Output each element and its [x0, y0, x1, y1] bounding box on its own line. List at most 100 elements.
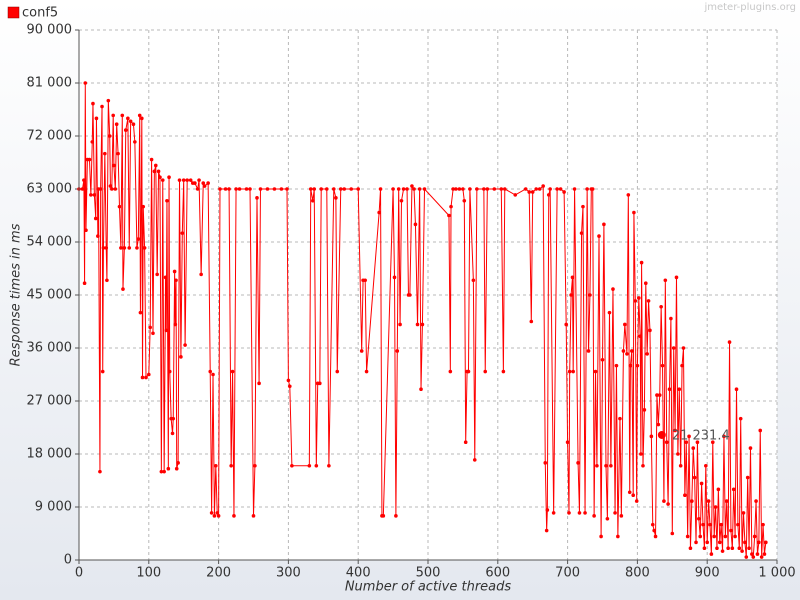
data-point — [698, 534, 703, 539]
data-point — [114, 122, 119, 127]
data-point — [237, 187, 242, 191]
data-point — [635, 363, 640, 368]
data-point — [117, 204, 122, 209]
data-point — [646, 299, 651, 303]
data-point — [160, 178, 165, 182]
data-point — [113, 187, 118, 191]
data-point — [691, 446, 696, 450]
data-point — [415, 322, 420, 327]
x-tick-label: 500 — [416, 566, 441, 581]
data-point — [719, 522, 723, 527]
data-point — [167, 369, 172, 374]
data-point — [405, 187, 409, 191]
data-point — [666, 502, 670, 506]
data-point — [669, 316, 673, 321]
data-point — [82, 281, 87, 286]
data-point — [485, 187, 490, 191]
data-point — [720, 549, 725, 553]
data-point — [399, 198, 404, 203]
data-point — [548, 187, 552, 191]
data-point — [331, 187, 336, 191]
data-point — [462, 198, 467, 203]
data-point — [185, 178, 189, 182]
data-point — [759, 555, 764, 559]
data-point — [107, 134, 112, 138]
data-point — [724, 499, 729, 503]
y-tick-label: 0 — [64, 553, 72, 568]
data-point — [546, 193, 551, 197]
data-point — [137, 113, 142, 118]
data-point — [687, 434, 691, 439]
data-point — [165, 198, 169, 203]
data-point — [251, 514, 256, 518]
data-point — [662, 499, 666, 503]
data-point — [417, 187, 422, 191]
data-point — [747, 546, 751, 551]
data-point — [141, 204, 146, 209]
data-point — [544, 528, 549, 533]
data-point — [741, 511, 746, 515]
data-point — [751, 555, 756, 559]
data-point — [657, 393, 662, 397]
data-point — [744, 555, 749, 559]
data-point — [272, 187, 277, 191]
data-point — [599, 534, 603, 539]
data-point — [754, 499, 758, 503]
data-point — [743, 540, 747, 545]
data-point — [605, 516, 610, 521]
data-point — [631, 493, 636, 498]
data-point — [197, 178, 201, 182]
data-point — [681, 346, 686, 350]
data-point — [208, 369, 213, 374]
data-point — [314, 463, 319, 468]
data-point — [218, 187, 222, 191]
data-point — [248, 187, 252, 191]
data-point — [285, 187, 289, 191]
data-point — [595, 463, 599, 468]
data-point — [100, 369, 105, 374]
data-point — [625, 352, 629, 356]
data-point — [215, 511, 220, 515]
data-point — [112, 163, 116, 168]
data-point — [193, 181, 197, 185]
data-point — [715, 546, 719, 551]
data-point — [123, 128, 128, 132]
data-point — [377, 210, 381, 215]
data-point — [206, 181, 210, 185]
data-point — [729, 528, 733, 533]
data-point — [144, 375, 148, 380]
data-point — [177, 178, 182, 182]
data-point — [84, 228, 88, 233]
data-point — [482, 187, 486, 191]
data-point — [232, 514, 236, 518]
annotation-label: 21 231.4 — [672, 428, 730, 443]
data-point — [93, 216, 98, 221]
x-tick-label: 700 — [555, 566, 580, 581]
y-tick-label: 45 000 — [27, 288, 73, 303]
data-point — [677, 387, 682, 392]
data-point — [133, 140, 137, 144]
data-point — [142, 246, 147, 250]
data-point — [287, 384, 292, 389]
data-point — [530, 190, 535, 194]
data-point — [381, 514, 386, 518]
data-point — [257, 381, 261, 386]
data-point — [638, 334, 642, 339]
grid: 0 9 000 18 000 27 000 36 000 45 000 54 000 63 0… — [27, 23, 796, 581]
data-point — [334, 196, 338, 200]
x-axis-title: Number of active threads — [345, 580, 512, 595]
data-point — [211, 372, 215, 377]
data-point — [80, 187, 85, 191]
data-point — [392, 275, 397, 280]
data-point — [162, 469, 166, 474]
data-point — [619, 514, 624, 518]
data-point — [555, 187, 559, 191]
data-point — [628, 363, 633, 368]
data-point — [483, 369, 488, 374]
data-point — [565, 440, 570, 445]
data-point — [695, 440, 700, 445]
data-point — [148, 325, 152, 330]
data-point — [697, 516, 701, 521]
data-point — [590, 187, 595, 191]
